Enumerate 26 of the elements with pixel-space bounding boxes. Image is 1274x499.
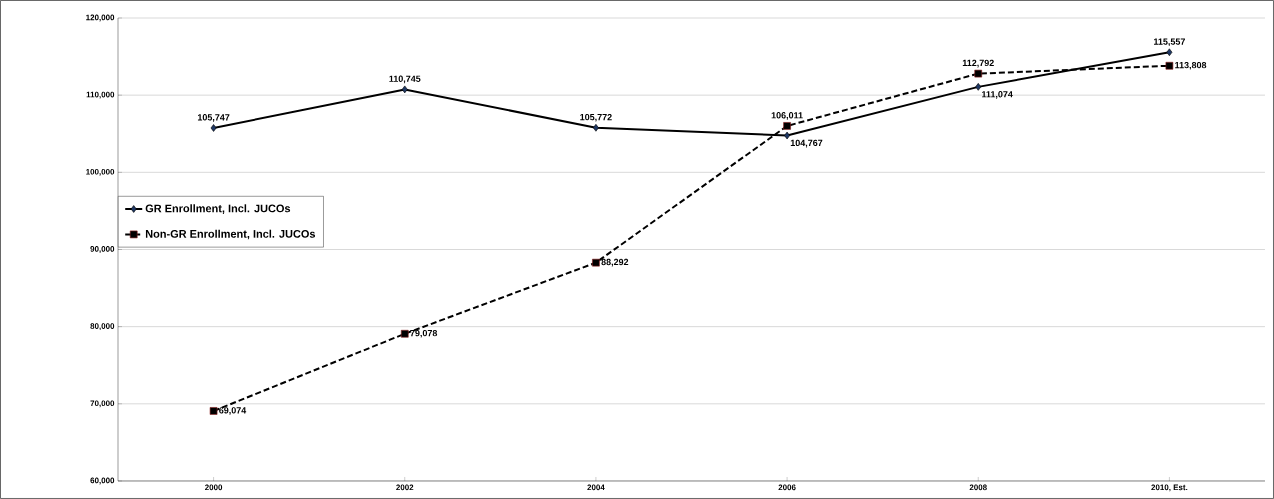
legend-label: Non-GR Enrollment, Incl. JUCOs xyxy=(145,229,316,240)
data-label: 105,772 xyxy=(580,113,612,122)
data-label: 111,074 xyxy=(982,91,1013,99)
point xyxy=(1166,48,1173,57)
data-label: 69,074 xyxy=(219,407,247,415)
point xyxy=(209,407,218,415)
point xyxy=(784,131,791,140)
data-label: 115,557 xyxy=(1154,38,1185,47)
data-label: 79,078 xyxy=(410,329,438,338)
point xyxy=(974,69,983,78)
data-label: 104,767 xyxy=(790,139,823,148)
legend-label: GR Enrollment, Incl. JUCOs xyxy=(145,204,291,214)
point xyxy=(592,258,600,267)
point xyxy=(210,124,217,132)
data-label: 112,792 xyxy=(962,59,994,68)
point xyxy=(592,123,599,132)
point xyxy=(401,85,408,94)
data-label: 106,011 xyxy=(771,112,803,120)
point xyxy=(783,122,791,130)
point xyxy=(975,83,982,91)
point xyxy=(1165,61,1174,70)
data-label: 88,292 xyxy=(601,258,629,267)
point xyxy=(400,329,409,338)
data-label: 113,808 xyxy=(1175,61,1207,70)
data-label: 105,747 xyxy=(197,114,230,122)
data-label: 110,745 xyxy=(389,75,421,84)
